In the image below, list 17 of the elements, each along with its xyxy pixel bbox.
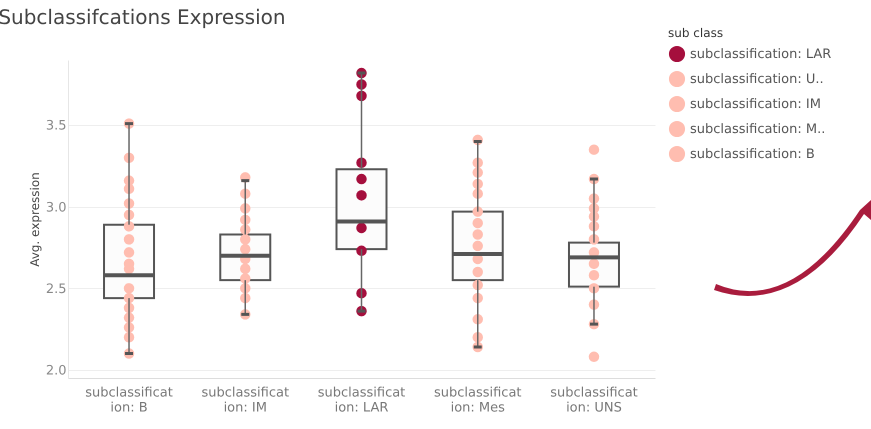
y-axis-title: Avg. expression xyxy=(28,172,42,267)
legend-label: subclassification: IM xyxy=(690,97,821,112)
chart-title: Subclassifcations Expression xyxy=(0,5,286,29)
x-tick-label: subclassification: UNS xyxy=(550,386,638,416)
legend-label: subclassification: M.. xyxy=(690,122,826,137)
x-tick-label: subclassification: LAR xyxy=(318,386,406,416)
legend-title: sub class xyxy=(668,26,724,40)
legend-label: subclassification: U.. xyxy=(690,72,824,87)
y-tick-label: 3.5 xyxy=(46,118,66,134)
y-tick-label: 2.0 xyxy=(46,363,66,378)
x-tick-label: subclassification: IM xyxy=(201,386,290,416)
legend-label: subclassification: B xyxy=(690,147,815,162)
y-tick-label: 2.5 xyxy=(46,282,66,297)
x-tick-label: subclassification: B xyxy=(85,386,173,416)
x-tick-label: subclassification: Mes xyxy=(434,386,522,416)
legend-label: subclassification: LAR xyxy=(690,47,832,62)
y-tick-label: 3.0 xyxy=(46,200,66,216)
